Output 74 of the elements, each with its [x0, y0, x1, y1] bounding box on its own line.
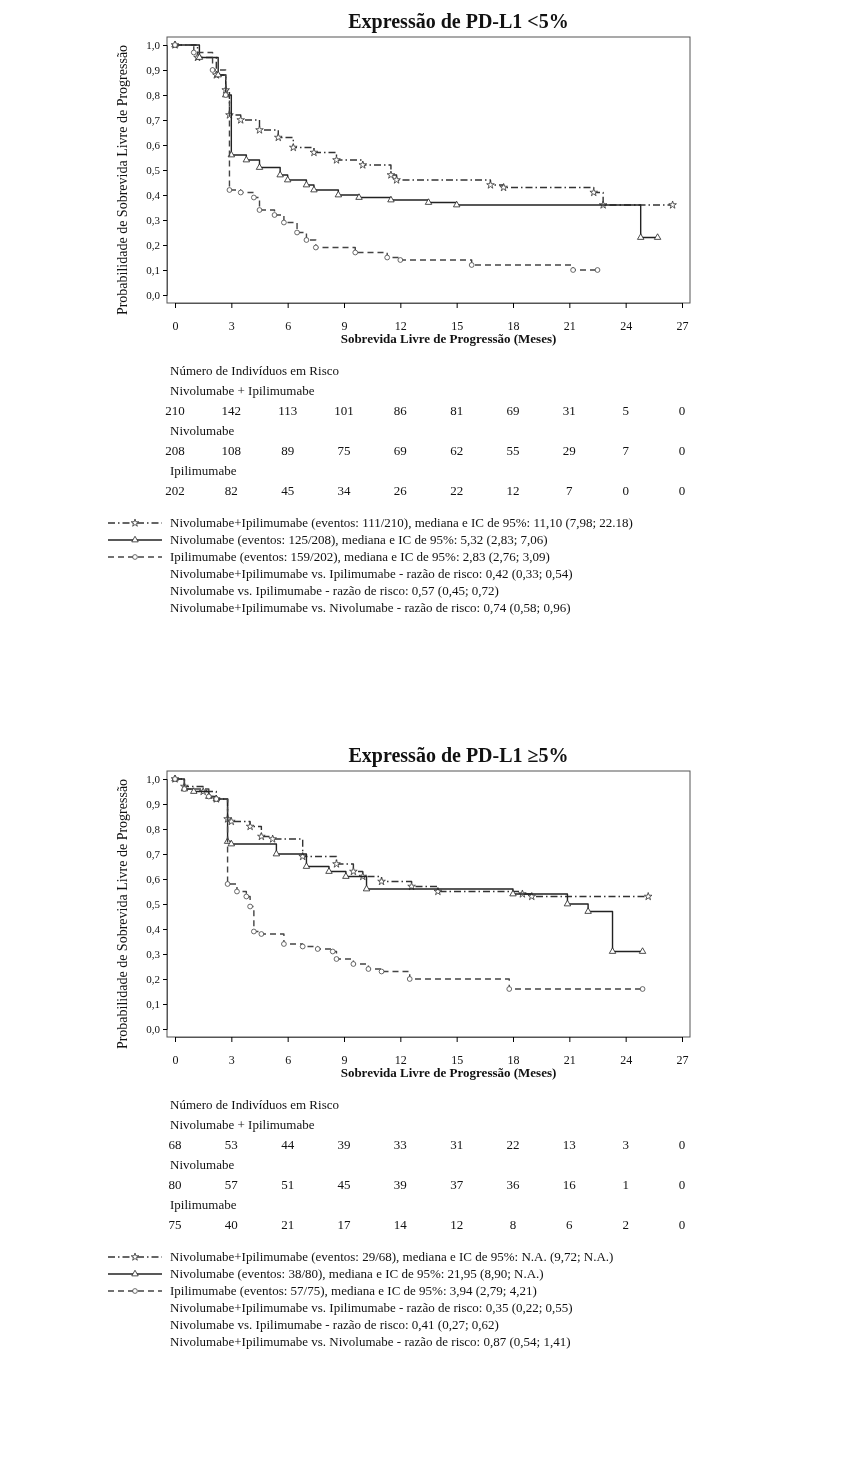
y-axis-title: Probabilidade de Sobrevida Livre de Progressão: [115, 44, 130, 316]
x-tick-label: 27: [676, 1053, 689, 1068]
y-tick-label: 0,9: [146, 798, 161, 811]
legend-label: Ipilimumabe (eventos: 159/202), mediana e IC de 95%: 2,83 (2,76; 3,09): [170, 549, 550, 564]
text: Nivolumabe vs. Ipilimumabe - razão de risco: 0,57 (0,45; 0,72): [170, 583, 499, 598]
legend-label: Nivolumabe (eventos: 38/80), mediana e IC de 95%: 21,95 (8,90; N.A.): [170, 1266, 544, 1281]
y-tick-label: 0,4: [146, 189, 161, 202]
chart-title: Expressão de PD-L1 ≥5%: [348, 744, 569, 767]
x-axis-title: Sobrevida Livre de Progressão (Meses): [340, 1065, 557, 1080]
x-tick-label: 21: [563, 1053, 576, 1068]
x-tick-label: 3: [228, 319, 235, 334]
text: 208 108 89 75 69 62 55 29 7 0: [165, 443, 686, 458]
y-tick-label: 0,9: [146, 64, 161, 77]
x-tick-label: 15: [451, 1053, 464, 1068]
y-tick-label: 0,7: [146, 114, 161, 127]
text: Nivolumabe vs. Ipilimumabe - razão de risco: 0,41 (0,27; 0,62): [170, 1317, 499, 1332]
y-tick-label: 0,5: [146, 164, 161, 177]
x-tick-label: 18: [507, 319, 520, 334]
x-tick-label: 0: [172, 1053, 179, 1068]
x-tick-label: 18: [507, 1053, 520, 1068]
y-tick-label: 0,4: [146, 923, 161, 936]
x-tick-label: 9: [341, 319, 348, 334]
text: Nivolumabe+Ipilimumabe vs. Ipilimumabe - razão de risco: 0,35 (0,22; 0,55): [170, 1300, 573, 1315]
text: Ipilimumabe: [170, 1197, 237, 1212]
y-tick-label: 1,0: [146, 39, 161, 52]
y-tick-label: 0,2: [146, 239, 160, 252]
x-tick-label: 9: [341, 1053, 348, 1068]
x-tick-label: 24: [620, 319, 633, 334]
x-tick-label: 12: [394, 319, 407, 334]
y-tick-label: 0,3: [146, 948, 161, 961]
text: Nivolumabe + Ipilimumabe: [170, 1117, 315, 1132]
y-tick-label: 1,0: [146, 773, 161, 786]
y-tick-label: 0,2: [146, 973, 160, 986]
y-axis-title: Probabilidade de Sobrevida Livre de Progressão: [115, 778, 130, 1050]
legend-label: Nivolumabe+Ipilimumabe (eventos: 29/68), mediana e IC de 95%: N.A. (9,72; N.A.): [170, 1249, 614, 1264]
y-tick-label: 0,8: [146, 823, 161, 836]
text: 202 82 45 34 26 22 12 7 0 0: [165, 483, 686, 498]
text: Número de Indivíduos em Risco: [170, 363, 339, 378]
x-axis-title: Sobrevida Livre de Progressão (Meses): [340, 331, 557, 346]
x-tick-label: 15: [451, 319, 464, 334]
legend-label: Ipilimumabe (eventos: 57/75), mediana e IC de 95%: 3,94 (2,79; 4,21): [170, 1283, 537, 1298]
text: 80 57 51 45 39 37 36 16 1 0: [168, 1177, 686, 1192]
x-tick-label: 27: [676, 319, 689, 334]
x-tick-label: 3: [228, 1053, 235, 1068]
legend-label: Nivolumabe+Ipilimumabe (eventos: 111/210), mediana e IC de 95%: 11,10 (7,98; 22.18): [170, 515, 633, 530]
y-tick-label: 0,7: [146, 848, 161, 861]
x-tick-label: 6: [285, 1053, 292, 1068]
chart-title: Expressão de PD-L1 <5%: [348, 10, 569, 33]
text: Número de Indivíduos em Risco: [170, 1097, 339, 1112]
text: 75 40 21 17 14 12 8 6 2 0: [168, 1217, 686, 1232]
y-tick-label: 0,6: [146, 139, 161, 152]
y-tick-label: 0,0: [146, 289, 161, 302]
x-tick-label: 6: [285, 319, 292, 334]
text: Ipilimumabe: [170, 463, 237, 478]
y-tick-label: 0,1: [146, 998, 160, 1011]
text: Nivolumabe: [170, 423, 235, 438]
y-tick-label: 0,3: [146, 214, 161, 227]
text: 68 53 44 39 33 31 22 13 3 0: [168, 1137, 686, 1152]
text: Nivolumabe+Ipilimumabe vs. Nivolumabe - razão de risco: 0,74 (0,58; 0,96): [170, 600, 571, 615]
y-tick-label: 0,6: [146, 873, 161, 886]
legend-label: Nivolumabe (eventos: 125/208), mediana e IC de 95%: 5,32 (2,83; 7,06): [170, 532, 548, 547]
text: Nivolumabe+Ipilimumabe vs. Ipilimumabe - razão de risco: 0,42 (0,33; 0,54): [170, 566, 573, 581]
text: Nivolumabe + Ipilimumabe: [170, 383, 315, 398]
y-tick-label: 0,0: [146, 1023, 161, 1036]
text: Nivolumabe: [170, 1157, 235, 1172]
y-tick-label: 0,5: [146, 898, 161, 911]
x-tick-label: 0: [172, 319, 179, 334]
x-tick-label: 12: [394, 1053, 407, 1068]
y-tick-label: 0,8: [146, 89, 161, 102]
x-tick-label: 24: [620, 1053, 633, 1068]
y-tick-label: 0,1: [146, 264, 160, 277]
x-tick-label: 21: [563, 319, 576, 334]
text: Nivolumabe+Ipilimumabe vs. Nivolumabe - razão de risco: 0,87 (0,54; 1,41): [170, 1334, 571, 1349]
text: 210 142 113 101 86 81 69 31 5 0: [165, 403, 686, 418]
